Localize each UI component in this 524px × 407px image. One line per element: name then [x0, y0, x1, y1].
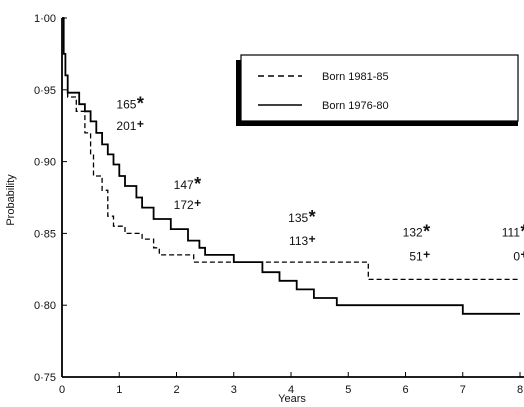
series-line-born-1976-80 [62, 17, 520, 315]
y-tick-label: 0·85 [34, 228, 56, 240]
plus-marker: + [309, 232, 316, 246]
risk-count-label: 165 [116, 97, 136, 111]
y-tick-label: 1·00 [34, 13, 56, 25]
asterisk-marker: * [521, 221, 524, 241]
risk-count-label: 132 [403, 225, 423, 239]
asterisk-marker: * [194, 174, 201, 194]
x-tick-label: 4 [288, 384, 294, 396]
risk-count-label: 0 [513, 250, 520, 264]
risk-count-label: 147 [174, 178, 194, 192]
risk-count-label: 113 [289, 234, 308, 248]
plus-marker: + [194, 196, 201, 210]
y-tick-label: 0·95 [34, 85, 56, 97]
y-tick-label: 0·90 [34, 157, 56, 169]
legend: Born 1981-85 Born 1976-80 [236, 54, 519, 126]
x-tick-label: 7 [460, 384, 466, 396]
plus-marker: + [137, 117, 144, 131]
x-tick-label: 3 [231, 384, 237, 396]
risk-count-label: 111 [502, 225, 521, 239]
asterisk-marker: * [309, 207, 316, 227]
risk-count-label: 172 [174, 198, 194, 212]
asterisk-marker: * [137, 93, 144, 113]
plus-marker: + [423, 248, 430, 262]
x-tick-label: 1 [116, 384, 122, 396]
y-tick-label: 0·75 [34, 372, 56, 384]
y-axis-title: Probability [5, 174, 17, 226]
x-tick-label: 2 [173, 384, 179, 396]
series-layer [62, 17, 520, 315]
plus-marker: + [521, 248, 524, 262]
y-tick-label: 0·80 [34, 300, 56, 312]
asterisk-marker: * [423, 221, 430, 241]
risk-count-label: 201 [116, 119, 136, 133]
x-tick-label: 8 [517, 384, 523, 396]
x-tick-label: 5 [345, 384, 351, 396]
x-tick-label: 6 [402, 384, 408, 396]
axes: 0 1 2 3 4 5 6 7 8 0·75 0·80 0·85 0·90 0·95 1·00 [34, 13, 524, 396]
legend-label-born-1976-80: Born 1976-80 [322, 100, 389, 112]
annotation-layer: 165*201+147*172+135*113+132*51+111*0+ [116, 93, 524, 263]
risk-count-label: 135 [288, 211, 308, 225]
x-axis-title: Years [278, 393, 306, 405]
x-tick-label: 0 [59, 384, 65, 396]
legend-label-born-1981-85: Born 1981-85 [322, 71, 389, 83]
legend-box [240, 54, 519, 122]
risk-count-label: 51 [409, 250, 423, 264]
